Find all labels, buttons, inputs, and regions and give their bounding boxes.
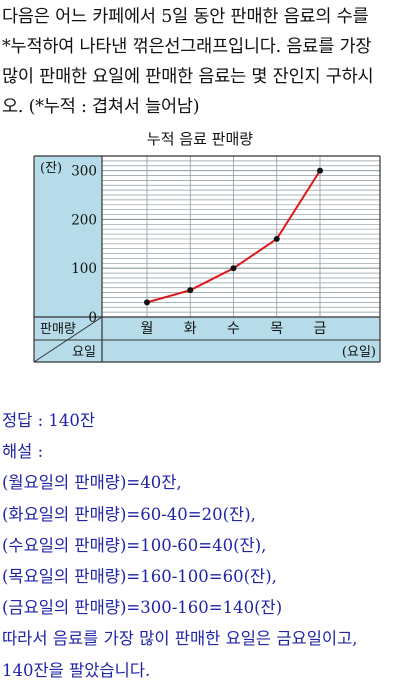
corner-diagonal: [33, 316, 103, 363]
y-tick-label: 0: [88, 310, 97, 326]
y-tick-label: 100: [71, 261, 97, 277]
data-point: [317, 167, 323, 174]
x-axis-unit: (요일): [342, 345, 376, 360]
question-line: 오. (*누적 : 겹쳐서 늘어남): [2, 97, 200, 117]
answer-line: (수요일의 판매량)=100-60=40(잔),: [2, 535, 267, 555]
x-tick-label: 월: [141, 321, 154, 337]
answer-line: 정답 : 140잔: [2, 411, 96, 430]
y-tick-label: 200: [71, 212, 97, 228]
x-tick-label: 금: [314, 321, 327, 337]
y-axis-unit: (잔): [40, 161, 62, 176]
answer-line: 따라서 음료를 가장 많이 판매한 요일은 금요일이고,: [2, 629, 358, 649]
x-tick-label: 화: [184, 321, 197, 337]
question-line: *누적하여 나타낸 꺾은선그래프입니다. 음료를 가장: [2, 37, 372, 57]
y-axis-panel: [34, 156, 102, 362]
data-point: [273, 235, 280, 242]
answer-line: 해설 :: [2, 442, 44, 462]
x-tick-label: 수: [227, 321, 240, 337]
question-text: 다음은 어느 카페에서 5일 동안 판매한 음료의 수를 *누적하여 나타낸 꺾…: [2, 2, 396, 122]
answer-line: 140잔을 팔았습니다.: [2, 660, 151, 680]
answer-explanation: 정답 : 140잔 해설 : (월요일의 판매량)=40잔, (화요일의 판매량…: [2, 405, 398, 686]
y-tick-label: 300: [71, 164, 97, 180]
answer-line: (화요일의 판매량)=60-40=20(잔),: [2, 504, 256, 524]
question-line: 많이 판매한 요일에 판매한 음료는 몇 잔인지 구하시: [2, 67, 374, 87]
question-line: 다음은 어느 카페에서 5일 동안 판매한 음료의 수를: [2, 7, 369, 27]
data-point: [144, 299, 150, 306]
data-point: [230, 265, 237, 272]
corner-label-sales: 판매량: [40, 322, 76, 337]
answer-line: (금요일의 판매량)=300-160=140(잔): [2, 598, 283, 618]
data-point: [187, 287, 194, 294]
answer-line: (월요일의 판매량)=40잔,: [2, 473, 182, 493]
answer-line: (목요일의 판매량)=160-100=60(잔),: [2, 567, 277, 587]
x-tick-label: 목: [270, 321, 283, 337]
chart-title: 누적 음료 판매량: [146, 130, 254, 148]
corner-label-day: 요일: [72, 345, 96, 360]
